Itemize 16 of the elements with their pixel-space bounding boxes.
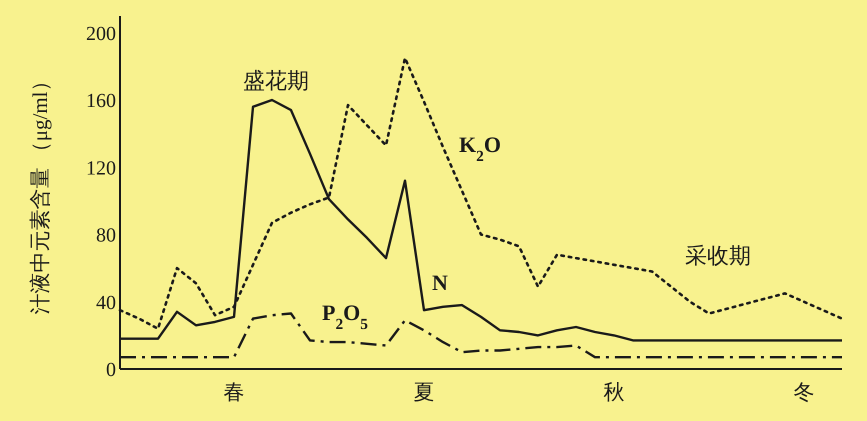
x-tick-label: 春 (224, 380, 244, 404)
y-tick-label: 40 (96, 292, 116, 314)
annotation: 盛花期 (243, 68, 309, 93)
y-axis-title: 汁液中元素含量 （μg/ml） (28, 70, 52, 315)
x-tick-label: 秋 (604, 380, 624, 404)
series-label: P$_{2}$O$_{5}$ (322, 300, 368, 332)
x-tick-label: 夏 (414, 380, 434, 404)
y-tick-label: 200 (86, 22, 116, 45)
y-tick-label: 120 (86, 157, 116, 180)
y-tick-label: 80 (96, 224, 116, 247)
x-tick-label: 冬 (794, 380, 814, 404)
series-label: K$_{2}$O (459, 132, 501, 164)
y-tick-label: 0 (106, 359, 116, 381)
annotation: 采收期 (685, 243, 751, 268)
series-label: N (432, 270, 448, 295)
y-tick-label: 160 (86, 90, 116, 112)
